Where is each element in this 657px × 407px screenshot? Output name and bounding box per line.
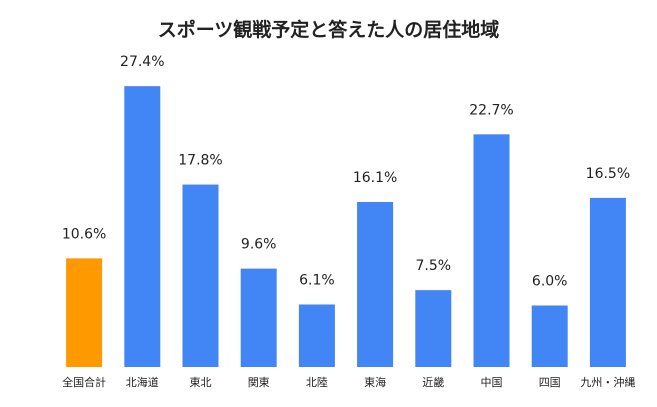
bar-9 bbox=[589, 197, 626, 368]
value-label-8: 6.0% bbox=[532, 274, 568, 290]
category-label-8: 四国 bbox=[539, 376, 561, 389]
bars-layer bbox=[66, 86, 626, 368]
category-label-2: 東北 bbox=[190, 376, 212, 389]
category-label-6: 近畿 bbox=[422, 375, 444, 389]
bar-4 bbox=[298, 304, 335, 367]
bar-0 bbox=[66, 258, 103, 367]
value-label-4: 6.1% bbox=[299, 272, 335, 288]
category-label-5: 東海 bbox=[364, 375, 386, 389]
category-label-1: 北海道 bbox=[126, 375, 159, 389]
value-label-5: 16.1% bbox=[353, 170, 397, 186]
bar-6 bbox=[415, 290, 452, 368]
value-label-0: 10.6% bbox=[62, 226, 106, 242]
chart-title: スポーツ観戦予定と答えた人の居住地域 bbox=[158, 18, 500, 41]
labels-layer: 10.6% 全国合計 27.4% 北海道 17.8% 東北 9.6% 関東 6.1% 北陸 16.1… bbox=[62, 54, 636, 389]
category-label-9: 九州・沖縄 bbox=[580, 375, 635, 389]
category-label-3: 関東 bbox=[248, 376, 270, 389]
bar-8 bbox=[531, 305, 568, 367]
category-label-7: 中国 bbox=[481, 376, 503, 389]
value-label-7: 22.7% bbox=[469, 102, 513, 118]
value-label-2: 17.8% bbox=[178, 153, 222, 169]
value-label-3: 9.6% bbox=[241, 237, 277, 253]
value-label-6: 7.5% bbox=[416, 258, 452, 274]
value-label-9: 16.5% bbox=[586, 166, 630, 182]
bar-3 bbox=[240, 268, 277, 367]
bar-1 bbox=[124, 86, 161, 368]
bar-5 bbox=[357, 201, 394, 367]
category-label-4: 北陸 bbox=[306, 376, 328, 389]
bar-2 bbox=[182, 184, 219, 367]
category-label-0: 全国合計 bbox=[62, 375, 106, 389]
bar-7 bbox=[473, 134, 510, 367]
value-label-1: 27.4% bbox=[120, 54, 164, 70]
